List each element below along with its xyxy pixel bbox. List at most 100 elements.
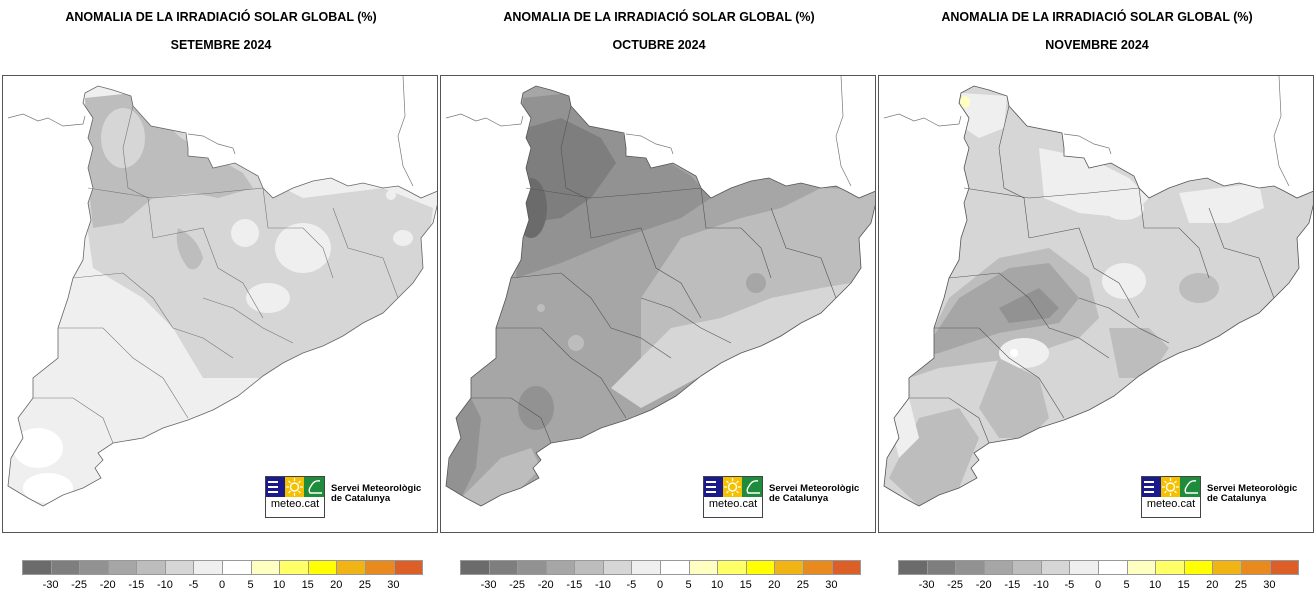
- swatch: [517, 560, 547, 575]
- tick-label: -30: [42, 579, 59, 591]
- tick-label: 25: [1234, 579, 1248, 591]
- org-line-1: Servei Meteorològic: [769, 483, 860, 494]
- colorbar: [898, 560, 1300, 575]
- swatch: [22, 560, 52, 575]
- swatch: [1155, 560, 1185, 575]
- panel-title: ANOMALIA DE LA IRRADIACIÓ SOLAR GLOBAL (…: [941, 10, 1253, 24]
- swatch: [1126, 560, 1157, 575]
- sun-icon: [285, 477, 304, 497]
- colorbar-legend: -30 -25 -20 -15 -10 -5 0 5 10 15 20 25 3…: [898, 560, 1300, 593]
- swatch: [393, 560, 424, 575]
- swatch: [802, 560, 833, 575]
- tick-label: 10: [1148, 579, 1162, 591]
- tick-label: 20: [1206, 579, 1219, 591]
- swatch: [164, 560, 195, 575]
- swatch: [688, 560, 719, 575]
- panel-novembre: ANOMALIA DE LA IRRADIACIÓ SOLAR GLOBAL (…: [878, 0, 1316, 591]
- swatch: [250, 560, 281, 575]
- panel-octubre: ANOMALIA DE LA IRRADIACIÓ SOLAR GLOBAL (…: [440, 0, 878, 591]
- swatch: [307, 560, 338, 575]
- tick-label: -25: [947, 579, 964, 591]
- tick-label: 0: [218, 579, 226, 591]
- swatch: [107, 560, 138, 575]
- tick-label: 25: [796, 579, 810, 591]
- swatch: [1212, 560, 1242, 575]
- org-line-2: de Catalunya: [1207, 493, 1267, 504]
- cloud-icon: [304, 477, 324, 497]
- logo-box: meteo.cat: [1141, 476, 1201, 518]
- colorbar-labels: -30 -25 -20 -15 -10 -5 0 5 10 15 20 25 3…: [460, 579, 860, 593]
- tick-label: 0: [656, 579, 664, 591]
- tick-label: -25: [509, 579, 526, 591]
- swatch: [898, 560, 928, 575]
- swatch: [1012, 560, 1042, 575]
- panel-setembre: ANOMALIA DE LA IRRADIACIÓ SOLAR GLOBAL (…: [2, 0, 440, 591]
- tick-label: -10: [156, 579, 173, 591]
- panel-title: ANOMALIA DE LA IRRADIACIÓ SOLAR GLOBAL (…: [65, 10, 377, 24]
- tick-label: 20: [768, 579, 781, 591]
- swatch: [364, 560, 395, 575]
- swatch: [222, 560, 252, 575]
- meteocat-logo: meteo.cat Servei Meteorològic de Catalun…: [703, 476, 875, 520]
- tick-label: -10: [1032, 579, 1049, 591]
- sun-icon: [1161, 477, 1180, 497]
- org-line-1: Servei Meteorològic: [331, 483, 422, 494]
- logo-text: meteo.cat: [1146, 498, 1196, 510]
- tick-label: -5: [188, 579, 199, 591]
- tick-label: -20: [537, 579, 554, 591]
- tick-label: 15: [1177, 579, 1190, 591]
- waves-icon: [266, 477, 285, 497]
- sun-icon: [723, 477, 742, 497]
- panel-subtitle: NOVEMBRE 2024: [1045, 38, 1149, 52]
- colorbar-labels: -30 -25 -20 -15 -10 -5 0 5 10 15 20 25 3…: [22, 579, 422, 593]
- colorbar: [460, 560, 862, 575]
- tick-label: 0: [1094, 579, 1102, 591]
- tick-label: -15: [128, 579, 145, 591]
- swatch: [660, 560, 690, 575]
- tick-label: 25: [358, 579, 372, 591]
- logo-box: meteo.cat: [265, 476, 325, 518]
- tick-label: -15: [566, 579, 583, 591]
- tick-label: 10: [272, 579, 286, 591]
- org-line-2: de Catalunya: [769, 493, 829, 504]
- swatch: [1098, 560, 1128, 575]
- cloud-icon: [742, 477, 762, 497]
- logo-org-name: Servei Meteorològic de Catalunya: [1207, 484, 1297, 504]
- tick-label: -20: [99, 579, 116, 591]
- tick-label: -20: [975, 579, 992, 591]
- swatch: [1040, 560, 1071, 575]
- swatch: [545, 560, 576, 575]
- anomaly-map: [7, 76, 437, 507]
- swatch: [193, 560, 224, 575]
- tick-label: -5: [1064, 579, 1075, 591]
- tick-label: -15: [1004, 579, 1021, 591]
- colorbar-legend: -30 -25 -20 -15 -10 -5 0 5 10 15 20 25 3…: [22, 560, 424, 593]
- swatch: [774, 560, 804, 575]
- swatch: [574, 560, 604, 575]
- anomaly-map: [445, 76, 875, 507]
- tick-label: 5: [1123, 579, 1130, 591]
- swatch: [631, 560, 662, 575]
- logo-org-name: Servei Meteorològic de Catalunya: [769, 484, 859, 504]
- tick-label: -10: [594, 579, 611, 591]
- tick-label: -30: [480, 579, 497, 591]
- swatch: [831, 560, 862, 575]
- tick-label: 5: [247, 579, 254, 591]
- tick-label: -25: [71, 579, 88, 591]
- tick-label: 20: [330, 579, 343, 591]
- tick-label: 30: [387, 579, 400, 591]
- meteocat-logo: meteo.cat Servei Meteorològic de Catalun…: [265, 476, 437, 520]
- meteocat-logo: meteo.cat Servei Meteorològic de Catalun…: [1141, 476, 1313, 520]
- panel-title: ANOMALIA DE LA IRRADIACIÓ SOLAR GLOBAL (…: [503, 10, 815, 24]
- tick-label: -30: [918, 579, 935, 591]
- swatch: [983, 560, 1014, 575]
- map-novembre: meteo.cat Servei Meteorològic de Catalun…: [878, 75, 1314, 533]
- map-octubre: meteo.cat Servei Meteorològic de Catalun…: [440, 75, 876, 533]
- map-setembre: meteo.cat Servei Meteorològic de Catalun…: [2, 75, 438, 533]
- panel-subtitle: OCTUBRE 2024: [612, 38, 706, 52]
- swatch: [460, 560, 490, 575]
- waves-icon: [1142, 477, 1161, 497]
- swatch: [1240, 560, 1271, 575]
- swatch: [1069, 560, 1100, 575]
- logo-box: meteo.cat: [703, 476, 763, 518]
